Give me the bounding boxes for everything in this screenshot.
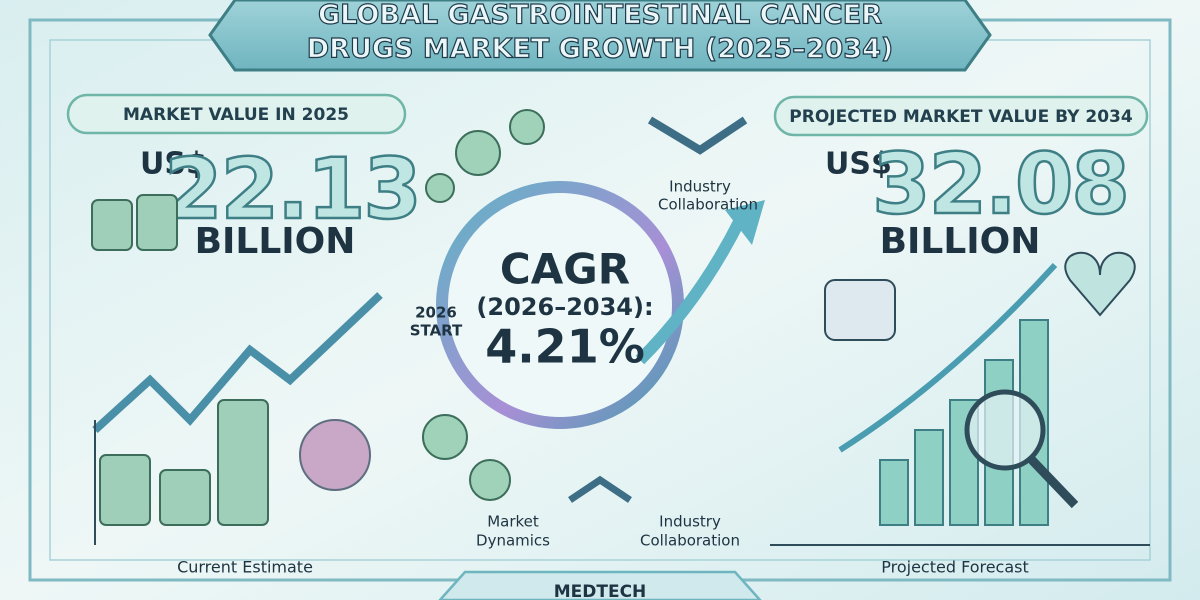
gear bbox=[422, 414, 468, 460]
heart-icon bbox=[1064, 251, 1136, 317]
handshake-icon bbox=[647, 116, 748, 155]
title-banner bbox=[208, 0, 992, 72]
panel-label: PROJECTED MARKET VALUE BY 2034 bbox=[789, 107, 1133, 127]
gears bbox=[422, 109, 545, 501]
handshake-icon bbox=[568, 475, 632, 503]
dynamics-label: Market bbox=[487, 513, 539, 531]
bar-icon bbox=[879, 459, 909, 526]
currency: US$ bbox=[140, 147, 207, 182]
top-label: Industry bbox=[669, 178, 731, 196]
scanner-icon bbox=[824, 279, 896, 341]
gear bbox=[425, 173, 455, 203]
cagr-period: (2026–2034): bbox=[476, 293, 653, 321]
gear bbox=[509, 109, 545, 145]
caption: Projected Forecast bbox=[881, 558, 1029, 577]
title-line: DRUGS MARKET GROWTH (2025–2034) bbox=[307, 34, 893, 65]
growth-arrow bbox=[92, 292, 383, 433]
currency: US$ bbox=[825, 147, 892, 182]
start-label: 2026 bbox=[415, 304, 457, 322]
market-value: 22.13 bbox=[164, 140, 420, 238]
start-label: START bbox=[410, 322, 463, 340]
bar-icon bbox=[914, 429, 944, 526]
dynamics-label: Dynamics bbox=[476, 532, 550, 550]
coin-stack bbox=[136, 194, 178, 251]
coins bbox=[91, 194, 269, 526]
magnifier-icon bbox=[964, 389, 1046, 471]
coin-stack bbox=[91, 199, 133, 251]
virus-icon bbox=[299, 419, 371, 491]
coin-stack bbox=[159, 469, 211, 526]
coin-stack bbox=[217, 399, 269, 526]
coin-stack bbox=[99, 454, 151, 526]
market-value: 32.08 bbox=[872, 135, 1128, 233]
cagr-ring bbox=[436, 181, 684, 429]
gear bbox=[455, 130, 501, 176]
footer-tab bbox=[438, 570, 762, 600]
growth-arrow bbox=[838, 262, 1058, 453]
unit: BILLION bbox=[195, 221, 356, 262]
collab-label: Industry bbox=[659, 513, 721, 531]
panel-label: MARKET VALUE IN 2025 bbox=[123, 105, 349, 125]
unit: BILLION bbox=[880, 221, 1041, 262]
title-line: GLOBAL GASTROINTESTINAL CANCER bbox=[318, 0, 882, 31]
cagr-value: 4.21% bbox=[485, 320, 645, 374]
label-pill bbox=[773, 95, 1149, 137]
cagr-title: CAGR bbox=[500, 245, 630, 294]
top-label: Collaboration bbox=[658, 196, 758, 214]
arrow-head bbox=[725, 200, 765, 245]
caption: Current Estimate bbox=[177, 558, 313, 577]
label-pill bbox=[66, 93, 407, 135]
gear bbox=[469, 459, 511, 501]
ring-arrow bbox=[635, 217, 746, 365]
collab-label: Collaboration bbox=[640, 532, 740, 550]
magnifier-handle bbox=[1026, 454, 1079, 509]
footer-label: MEDTECH bbox=[554, 582, 647, 600]
